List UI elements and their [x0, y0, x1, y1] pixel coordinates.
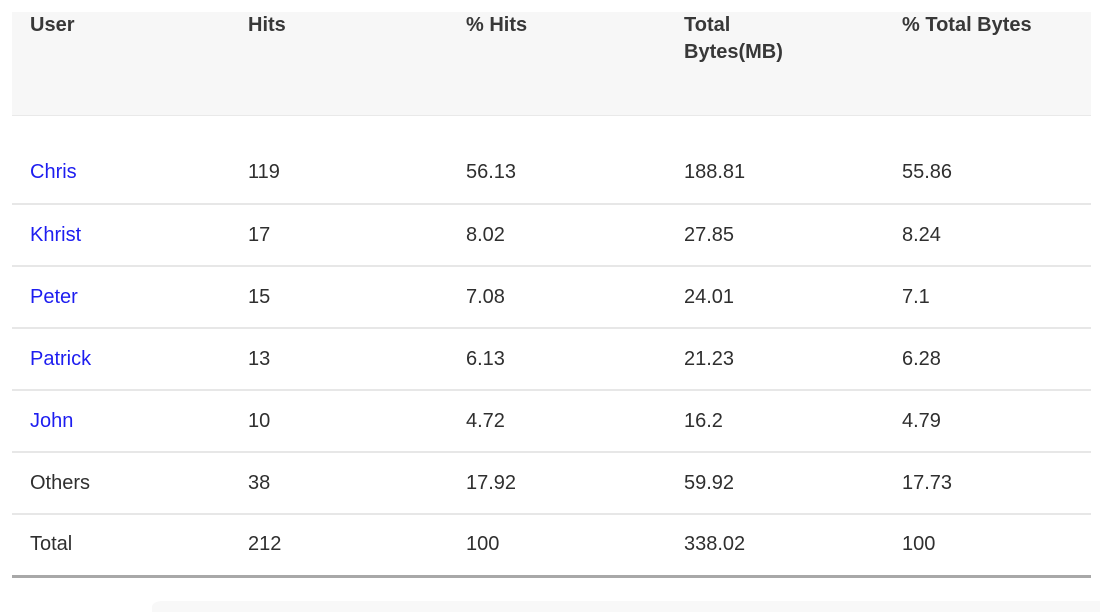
user-link[interactable]: John [30, 409, 74, 432]
column-header-user-label: User [30, 14, 75, 36]
cell-hits: 38 [230, 452, 448, 515]
cell-user: Others [12, 452, 230, 515]
cell-pct-hits: 4.72 [448, 390, 666, 453]
cell-total-bytes: 338.02 [666, 514, 884, 578]
cell-total-bytes: 24.01 [666, 266, 884, 329]
cell-pct-total-bytes: 17.73 [884, 452, 1091, 515]
column-header-hits[interactable]: Hits [230, 12, 448, 116]
next-section-edge [152, 601, 1100, 612]
table-row: John 10 4.72 16.2 4.79 [12, 390, 1091, 453]
cell-user: John [12, 390, 230, 453]
cell-pct-total-bytes: 4.79 [884, 390, 1091, 453]
cell-hits: 212 [230, 514, 448, 578]
column-header-hits-label: Hits [248, 14, 286, 36]
user-label: Total [30, 533, 73, 556]
user-link[interactable]: Khrist [30, 223, 82, 246]
column-header-pct-total-bytes-label: % Total Bytes [902, 14, 1032, 36]
cell-hits: 15 [230, 266, 448, 329]
cell-total-bytes: 16.2 [666, 390, 884, 453]
cell-total-bytes: 59.92 [666, 452, 884, 515]
cell-total-bytes: 21.23 [666, 328, 884, 391]
table-row: Peter 15 7.08 24.01 7.1 [12, 266, 1091, 329]
column-header-user[interactable]: User [12, 12, 230, 116]
user-link[interactable]: Patrick [30, 347, 92, 370]
cell-user: Khrist [12, 204, 230, 267]
column-header-pct-hits[interactable]: % Hits [448, 12, 666, 116]
cell-pct-total-bytes: 100 [884, 514, 1091, 578]
cell-pct-hits: 6.13 [448, 328, 666, 391]
cell-user: Total [12, 514, 230, 578]
cell-pct-total-bytes: 8.24 [884, 204, 1091, 267]
cell-hits: 17 [230, 204, 448, 267]
table-header-row: User Hits % Hits Total Bytes(MB) % Total… [12, 12, 1091, 116]
cell-pct-total-bytes: 6.28 [884, 328, 1091, 391]
column-header-pct-total-bytes[interactable]: % Total Bytes [884, 12, 1091, 116]
cell-pct-hits: 17.92 [448, 452, 666, 515]
table-row: Patrick 13 6.13 21.23 6.28 [12, 328, 1091, 391]
user-hits-table: User Hits % Hits Total Bytes(MB) % Total… [12, 12, 1091, 578]
user-label: Others [30, 471, 91, 494]
table-row: Others 38 17.92 59.92 17.73 [12, 452, 1091, 515]
cell-hits: 119 [230, 142, 448, 205]
cell-pct-total-bytes: 55.86 [884, 142, 1091, 205]
cell-hits: 10 [230, 390, 448, 453]
table-body: Chris 119 56.13 188.81 55.86 Khrist 17 8.02 27.8… [12, 115, 1091, 578]
user-link[interactable]: Peter [30, 285, 78, 308]
cell-pct-hits: 100 [448, 514, 666, 578]
cell-total-bytes: 188.81 [666, 142, 884, 205]
cell-user: Chris [12, 142, 230, 205]
cell-pct-hits: 7.08 [448, 266, 666, 329]
column-header-pct-hits-label: % Hits [466, 14, 528, 36]
cell-pct-total-bytes: 7.1 [884, 266, 1091, 329]
table-row: Khrist 17 8.02 27.85 8.24 [12, 204, 1091, 267]
cell-user: Patrick [12, 328, 230, 391]
table-header: User Hits % Hits Total Bytes(MB) % Total… [12, 12, 1091, 116]
cell-hits: 13 [230, 328, 448, 391]
user-link[interactable]: Chris [30, 161, 77, 183]
table-row: Chris 119 56.13 188.81 55.86 [12, 142, 1091, 205]
table-row: Total 212 100 338.02 100 [12, 514, 1091, 578]
column-header-total-bytes-label: Total Bytes(MB) [684, 14, 783, 63]
column-header-total-bytes[interactable]: Total Bytes(MB) [666, 12, 884, 116]
cell-total-bytes: 27.85 [666, 204, 884, 267]
cell-pct-hits: 8.02 [448, 204, 666, 267]
header-body-spacer [12, 115, 1091, 142]
cell-user: Peter [12, 266, 230, 329]
cell-pct-hits: 56.13 [448, 142, 666, 205]
